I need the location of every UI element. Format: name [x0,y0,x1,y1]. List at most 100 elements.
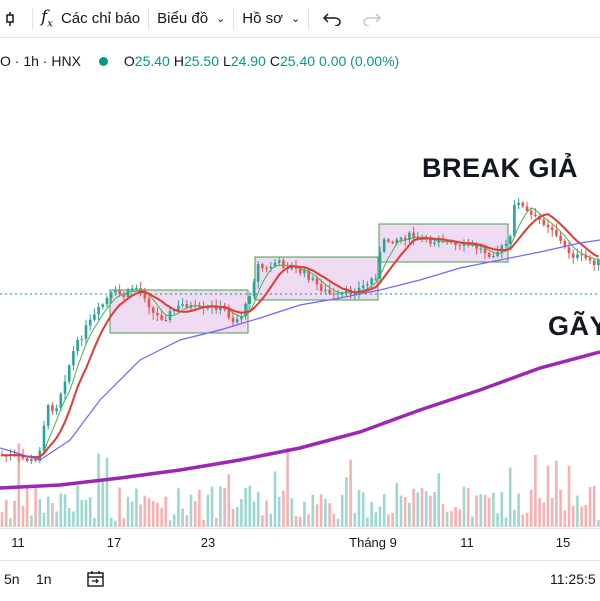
volume-bar [25,485,29,527]
volume-bar [483,494,487,527]
candle-body [500,245,504,253]
candle-body [592,260,596,266]
candle-body [382,239,386,252]
candle-body [555,230,558,236]
indicators-label: Các chỉ báo [60,10,141,27]
close-value: 25.40 [279,53,316,69]
candle-body [21,455,25,459]
candle-body [345,289,348,294]
candle-body [513,204,516,237]
candle-body [408,232,411,241]
candle-body [139,288,142,292]
price-chart[interactable] [0,73,600,528]
undo-button[interactable] [309,0,355,37]
volume-bar [0,512,4,527]
symbol-label[interactable]: O · 1h · HNX [0,53,81,69]
candle-body [387,239,390,242]
range-5n-button[interactable]: 5n [4,571,20,587]
candle-body [433,242,436,244]
volume-bar [214,517,218,527]
volume-bar [466,488,470,527]
volume-bar [290,498,294,527]
candle-body [109,292,113,298]
volume-bar [496,513,499,527]
volume-bar [248,485,252,527]
candle-body [147,298,151,308]
volume-bar [109,517,113,527]
candle-body [273,262,277,267]
volume-bar [567,465,571,527]
volume-bar [508,467,512,527]
top-toolbar: fx Các chỉ báo Biểu đồ ⌄ Hồ sơ ⌄ [0,0,600,38]
volume-bar [38,499,42,527]
chart-menu-button[interactable]: Biểu đồ ⌄ [149,0,233,37]
volume-bar [42,512,46,527]
volume-bar [336,518,340,527]
volume-bar [563,510,567,527]
volume-bar [403,497,407,527]
volume-bar [261,515,264,527]
candle-body [160,315,163,320]
volume-bar [592,485,596,527]
candle-body [248,296,252,304]
candle-body [584,254,588,259]
candle-body [332,293,336,295]
volume-bar [172,514,176,527]
undo-icon [323,12,341,26]
chart-type-button[interactable] [0,0,32,37]
volume-bar [223,487,226,527]
volume-bar [273,471,277,527]
xaxis-label: Tháng 9 [349,535,397,550]
volume-bar [240,499,243,527]
volume-bar [298,516,302,527]
break-annotation: BREAK GIẢ [422,153,579,183]
volume-bar [420,487,424,527]
xaxis-label: 11 [460,535,474,550]
volume-bar [168,520,172,527]
candle-body [508,236,512,244]
volume-bar [231,508,235,527]
candle-body [265,268,268,270]
indicators-button[interactable]: fx Các chỉ báo [33,0,148,37]
volume-bar [546,465,550,527]
xaxis-label: 15 [555,535,571,550]
redo-button[interactable] [355,0,389,37]
volume-bar [244,487,247,527]
range-1n-button[interactable]: 1n [36,571,52,587]
volume-bar [366,517,369,527]
xaxis-label: 11 [11,535,25,550]
bottom-toolbar: 5n 1n 11:25:5 [0,560,600,601]
volume-bar [210,486,214,527]
open-value: 25.40 [134,53,170,69]
candle-body [542,219,546,225]
candle-body [550,227,554,231]
candle-body [546,224,550,228]
time-axis[interactable]: 11 17 23 Tháng 9 11 15 [0,528,600,555]
date-range-icon[interactable] [86,570,106,588]
volume-bar [571,505,575,527]
ma-short-line [1,207,599,460]
volume-bar [4,499,8,527]
candle-body [534,214,537,217]
volume-bar [517,493,520,527]
chart-menu-label: Biểu đồ [157,10,209,27]
candle-body [118,289,121,294]
volume-bar [399,495,403,527]
volume-bar [382,494,386,527]
candle-body [135,288,138,290]
candle-body [51,405,54,412]
profile-menu-button[interactable]: Hồ sơ ⌄ [234,0,308,37]
volume-bar [391,512,394,527]
volume-bar [84,499,88,527]
volume-bar [504,517,508,527]
volume-bar [143,495,147,527]
volume-bar [59,493,63,527]
candle-body [366,284,369,286]
volume-bar [450,511,453,527]
volume-bar [13,500,16,527]
candle-body [412,232,415,239]
volume-bar [76,485,79,527]
redo-icon [363,12,382,26]
candle-body [277,260,281,263]
volume-bar [319,494,323,527]
